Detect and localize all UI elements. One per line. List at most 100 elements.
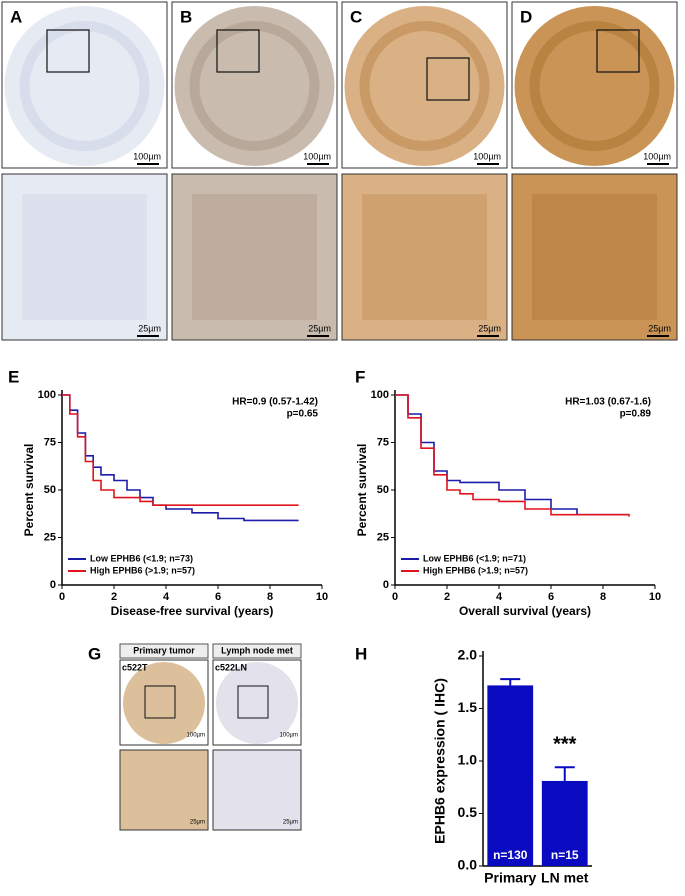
survival-curve bbox=[62, 394, 299, 506]
annotation: p=0.89 bbox=[620, 409, 652, 420]
scale-label: 100µm bbox=[473, 151, 501, 161]
scale-label: 25µm bbox=[308, 323, 331, 333]
x-tick-label: 4 bbox=[496, 591, 503, 603]
zoom-box bbox=[216, 29, 260, 73]
image-texture bbox=[532, 194, 657, 320]
tissue-core bbox=[216, 662, 298, 744]
panel-label: A bbox=[10, 7, 22, 26]
legend-label: Low EPHB6 (<1.9; n=73) bbox=[90, 553, 193, 563]
bar-label: n=15 bbox=[551, 848, 579, 862]
panel-label: F bbox=[355, 367, 365, 386]
image-zoom bbox=[212, 749, 302, 831]
y-tick-label: 1.5 bbox=[458, 699, 478, 715]
scale-label: 100µm bbox=[280, 733, 298, 739]
legend-label: Low EPHB6 (<1.9; n=71) bbox=[423, 553, 526, 563]
header-box bbox=[212, 643, 302, 659]
y-tick-label: 25 bbox=[44, 531, 56, 543]
scale-label: 25µm bbox=[283, 820, 298, 826]
x-tick-label: LN met bbox=[541, 870, 589, 886]
tissue-texture bbox=[189, 21, 320, 151]
y-axis-label: Percent survival bbox=[355, 444, 369, 537]
image-zoom bbox=[171, 173, 338, 341]
panel-label: G bbox=[88, 644, 101, 663]
y-axis-label: Percent survival bbox=[22, 444, 36, 537]
zoom-box bbox=[426, 57, 470, 101]
scale-label: 100µm bbox=[643, 151, 671, 161]
panel-label: E bbox=[8, 367, 19, 386]
zoom-box bbox=[46, 29, 90, 73]
scale-label: 25µm bbox=[190, 820, 205, 826]
annotation: p=0.65 bbox=[287, 409, 319, 420]
bar bbox=[541, 780, 588, 866]
sample-label: c522LN bbox=[215, 662, 247, 672]
survival-curve bbox=[62, 394, 299, 522]
x-axis-label: Overall survival (years) bbox=[459, 604, 591, 618]
significance: *** bbox=[553, 734, 577, 756]
scale-label: 25µm bbox=[138, 323, 161, 333]
x-axis-label: Disease-free survival (years) bbox=[111, 604, 274, 618]
y-tick-label: 0 bbox=[50, 579, 56, 591]
panel-label: C bbox=[350, 7, 362, 26]
x-tick-label: 2 bbox=[111, 591, 117, 603]
y-axis-label: EPHB6 expression ( IHC) bbox=[432, 678, 448, 844]
x-tick-label: 0 bbox=[59, 591, 65, 603]
panel-label: H bbox=[355, 644, 367, 663]
zoom-box bbox=[237, 685, 269, 719]
legend-label: High EPHB6 (>1.9; n=57) bbox=[423, 565, 528, 575]
bar-label: n=130 bbox=[493, 848, 528, 862]
image-zoom bbox=[1, 173, 168, 341]
scale-label: 25µm bbox=[478, 323, 501, 333]
survival-curve bbox=[395, 394, 630, 517]
tissue-texture bbox=[359, 21, 490, 151]
x-tick-label: 8 bbox=[267, 591, 273, 603]
zoom-box bbox=[144, 685, 176, 719]
y-tick-label: 1.0 bbox=[458, 752, 478, 768]
y-tick-label: 50 bbox=[44, 484, 56, 496]
panel-label: D bbox=[520, 7, 532, 26]
annotation: HR=0.9 (0.57-1.42) bbox=[232, 397, 318, 408]
image-texture bbox=[22, 194, 147, 320]
image-texture bbox=[192, 194, 317, 320]
sample-label: c522T bbox=[122, 662, 148, 672]
y-tick-label: 75 bbox=[377, 436, 389, 448]
column-header: Lymph node met bbox=[221, 645, 293, 655]
scale-label: 100µm bbox=[187, 733, 205, 739]
column-header: Primary tumor bbox=[133, 645, 195, 655]
annotation: HR=1.03 (0.67-1.6) bbox=[565, 397, 651, 408]
tissue-texture bbox=[19, 21, 150, 151]
x-tick-label: 6 bbox=[215, 591, 221, 603]
x-tick-label: Primary bbox=[484, 870, 536, 886]
legend-label: High EPHB6 (>1.9; n=57) bbox=[90, 565, 195, 575]
bar bbox=[487, 685, 534, 866]
image-texture bbox=[362, 194, 487, 320]
x-tick-label: 2 bbox=[444, 591, 450, 603]
scale-label: 25µm bbox=[648, 323, 671, 333]
tissue-core bbox=[123, 662, 205, 744]
y-tick-label: 0.5 bbox=[458, 804, 478, 820]
image-zoom bbox=[119, 749, 209, 831]
y-tick-label: 0.0 bbox=[458, 857, 478, 873]
panel-label: B bbox=[180, 7, 192, 26]
x-tick-label: 8 bbox=[600, 591, 606, 603]
tissue-texture bbox=[529, 21, 660, 151]
zoom-box bbox=[596, 29, 640, 73]
survival-curve bbox=[395, 394, 629, 516]
image-zoom bbox=[341, 173, 508, 341]
image-zoom bbox=[511, 173, 678, 341]
y-tick-label: 50 bbox=[377, 484, 389, 496]
scale-label: 100µm bbox=[303, 151, 331, 161]
y-tick-label: 75 bbox=[44, 436, 56, 448]
x-tick-label: 6 bbox=[548, 591, 554, 603]
y-tick-label: 0 bbox=[383, 579, 389, 591]
scale-label: 100µm bbox=[133, 151, 161, 161]
y-tick-label: 25 bbox=[377, 531, 389, 543]
y-tick-label: 2.0 bbox=[458, 647, 478, 663]
y-tick-label: 100 bbox=[371, 389, 389, 401]
x-tick-label: 10 bbox=[649, 591, 661, 603]
x-tick-label: 4 bbox=[163, 591, 170, 603]
x-tick-label: 0 bbox=[392, 591, 398, 603]
header-box bbox=[119, 643, 209, 659]
y-tick-label: 100 bbox=[38, 389, 56, 401]
